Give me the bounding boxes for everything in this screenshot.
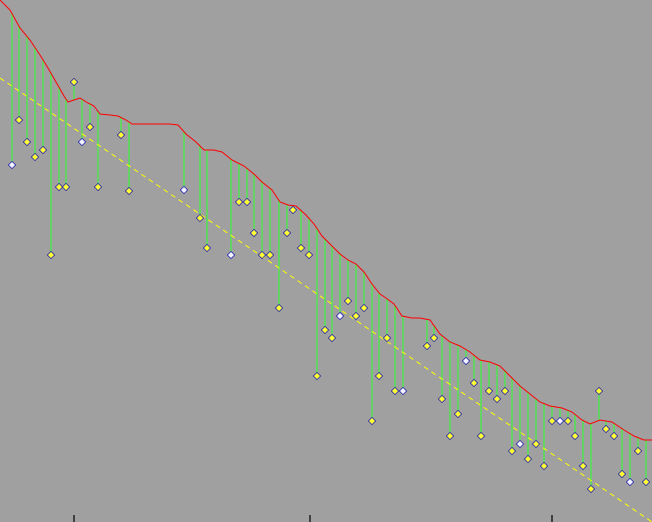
- data-point-marker: [570, 431, 580, 441]
- data-point-marker: [507, 446, 517, 456]
- data-markers: [7, 77, 651, 494]
- data-point-marker: [437, 394, 447, 404]
- data-point-marker: [594, 386, 604, 396]
- data-point-marker: [563, 416, 573, 426]
- data-point-marker: [555, 416, 565, 426]
- data-point-marker: [453, 409, 463, 419]
- data-point-marker: [601, 424, 611, 434]
- data-point-marker: [22, 137, 32, 147]
- data-point-marker: [234, 197, 244, 207]
- data-point-marker: [327, 333, 337, 343]
- data-point-marker: [609, 431, 619, 441]
- data-point-marker: [492, 394, 502, 404]
- data-point-marker: [359, 303, 369, 313]
- data-point-marker: [547, 416, 557, 426]
- data-point-marker: [288, 205, 298, 215]
- data-point-marker: [77, 137, 87, 147]
- data-point-marker: [539, 461, 549, 471]
- data-point-marker: [296, 243, 306, 253]
- data-point-marker: [633, 446, 643, 456]
- data-point-marker: [85, 122, 95, 132]
- data-point-marker: [578, 461, 588, 471]
- data-point-marker: [445, 431, 455, 441]
- data-point-marker: [274, 303, 284, 313]
- data-point-marker: [54, 182, 64, 192]
- data-point-marker: [351, 311, 361, 321]
- data-point-marker: [374, 371, 384, 381]
- data-point-marker: [343, 296, 353, 306]
- data-point-marker: [531, 439, 541, 449]
- data-point-marker: [46, 250, 56, 260]
- data-point-marker: [179, 185, 189, 195]
- data-point-marker: [586, 484, 596, 494]
- data-point-marker: [523, 454, 533, 464]
- data-point-marker: [461, 356, 471, 366]
- data-point-marker: [515, 439, 525, 449]
- data-point-marker: [320, 325, 330, 335]
- data-point-marker: [265, 250, 275, 260]
- data-point-marker: [476, 431, 486, 441]
- data-point-marker: [69, 77, 79, 87]
- data-point-marker: [335, 311, 345, 321]
- data-point-marker: [617, 469, 627, 479]
- data-point-marker: [382, 333, 392, 343]
- data-point-marker: [469, 378, 479, 388]
- data-point-marker: [249, 228, 259, 238]
- data-point-marker: [7, 160, 17, 170]
- data-point-marker: [641, 477, 651, 487]
- data-point-marker: [398, 386, 408, 396]
- data-point-marker: [116, 130, 126, 140]
- data-point-marker: [312, 371, 322, 381]
- data-point-marker: [484, 386, 494, 396]
- data-point-marker: [124, 186, 134, 196]
- data-point-marker: [202, 243, 212, 253]
- trend-line: [0, 77, 652, 522]
- data-point-marker: [422, 341, 432, 351]
- envelope-line: [0, 0, 652, 441]
- data-point-marker: [304, 250, 314, 260]
- data-point-marker: [429, 333, 439, 343]
- data-point-marker: [282, 228, 292, 238]
- data-point-marker: [500, 386, 510, 396]
- data-point-marker: [93, 182, 103, 192]
- x-axis-ticks: [73, 515, 553, 522]
- data-point-marker: [30, 152, 40, 162]
- data-point-marker: [226, 250, 236, 260]
- data-point-marker: [242, 197, 252, 207]
- data-point-marker: [367, 416, 377, 426]
- data-point-marker: [14, 115, 24, 125]
- data-point-marker: [195, 213, 205, 223]
- data-point-marker: [390, 386, 400, 396]
- data-point-marker: [257, 250, 267, 260]
- data-point-marker: [38, 145, 48, 155]
- stem-lines: [11, 13, 647, 489]
- data-point-marker: [625, 477, 635, 487]
- data-point-marker: [61, 182, 71, 192]
